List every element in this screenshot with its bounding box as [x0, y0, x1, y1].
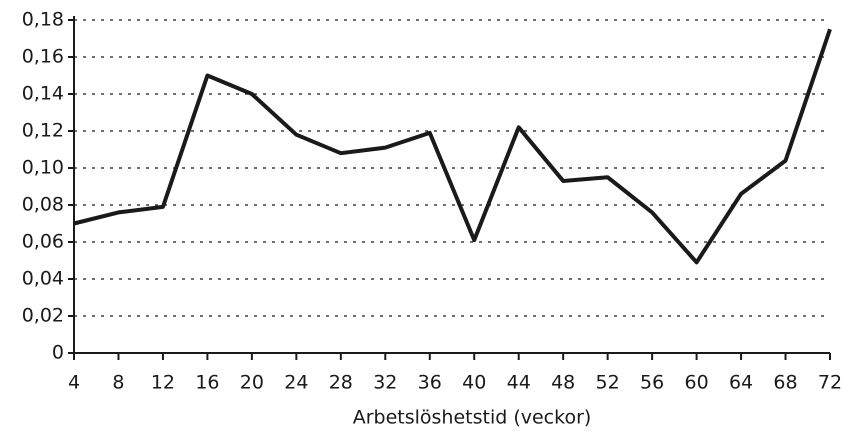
x-tick-label: 60 — [684, 372, 708, 394]
x-tick-label: 8 — [112, 372, 124, 394]
y-tick-label: 0,06 — [22, 231, 64, 253]
x-tick-label: 72 — [818, 372, 842, 394]
x-tick-label: 16 — [195, 372, 219, 394]
y-tick-label: 0 — [52, 342, 64, 364]
y-tick-label: 0,10 — [22, 157, 64, 179]
x-tick-label: 68 — [773, 372, 797, 394]
x-tick-label: 56 — [640, 372, 664, 394]
y-tick-label: 0,14 — [22, 83, 64, 105]
x-tick-label: 20 — [240, 372, 264, 394]
x-tick-label: 4 — [68, 372, 80, 394]
x-tick-label: 44 — [507, 372, 531, 394]
x-tick-label: 40 — [462, 372, 486, 394]
y-tick-label: 0,12 — [22, 120, 64, 142]
line-series — [73, 28, 832, 265]
x-tick-label: 52 — [596, 372, 620, 394]
y-tick-label: 0,18 — [22, 9, 64, 31]
x-tick-label: 36 — [418, 372, 442, 394]
y-tick-label: 0,16 — [22, 46, 64, 68]
y-tick-label: 0,02 — [22, 305, 64, 327]
x-tick-label: 48 — [551, 372, 575, 394]
y-tick-label: 0,04 — [22, 268, 64, 290]
x-tick-label: 12 — [151, 372, 175, 394]
x-tick-label: 28 — [329, 372, 353, 394]
x-tick-label: 24 — [284, 372, 308, 394]
y-tick-label: 0,08 — [22, 194, 64, 216]
x-axis-label: Arbetslöshetstid (veckor) — [353, 407, 592, 429]
x-tick-label: 32 — [373, 372, 397, 394]
x-tick-label: 64 — [729, 372, 753, 394]
